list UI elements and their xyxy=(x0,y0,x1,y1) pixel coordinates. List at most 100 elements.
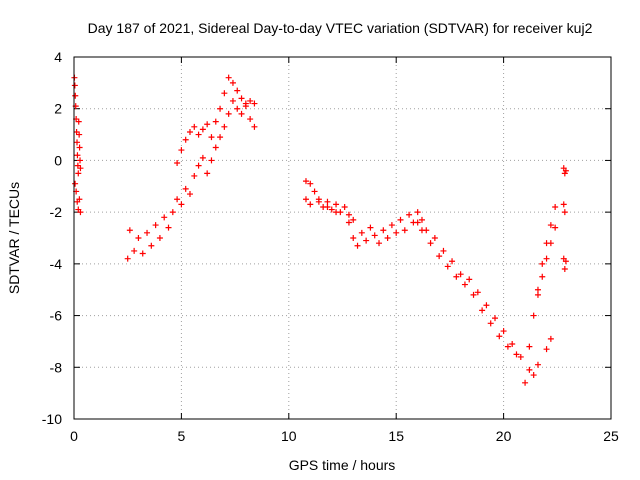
data-point xyxy=(234,105,241,112)
y-tick-label: 2 xyxy=(54,101,62,117)
plot-frame xyxy=(73,56,612,420)
data-point xyxy=(152,222,159,229)
data-point xyxy=(178,201,185,208)
data-point xyxy=(234,87,241,94)
data-point xyxy=(500,328,507,335)
data-point xyxy=(77,157,84,164)
data-point xyxy=(341,203,348,210)
data-point xyxy=(71,82,78,89)
data-point xyxy=(453,273,460,280)
data-point xyxy=(135,235,142,241)
data-point xyxy=(487,320,494,327)
data-point xyxy=(562,167,569,174)
data-point xyxy=(526,366,533,373)
data-point xyxy=(440,247,447,254)
data-point xyxy=(148,242,155,249)
data-points xyxy=(71,74,569,386)
data-point xyxy=(247,97,254,104)
data-point xyxy=(75,170,82,177)
data-point xyxy=(479,307,486,314)
data-point xyxy=(225,74,232,81)
data-point xyxy=(543,255,550,262)
data-point xyxy=(74,152,81,159)
data-point xyxy=(182,185,189,192)
data-point xyxy=(72,92,79,99)
data-point xyxy=(251,100,258,107)
data-point xyxy=(302,196,309,203)
y-tick-label: -8 xyxy=(50,359,63,375)
series-arc14 xyxy=(560,165,569,177)
data-point xyxy=(229,97,236,104)
data-point xyxy=(174,160,181,167)
data-point xyxy=(174,196,181,203)
data-point xyxy=(242,100,249,107)
data-point xyxy=(191,123,198,130)
data-point xyxy=(208,157,215,164)
data-point xyxy=(229,79,236,86)
data-point xyxy=(247,116,254,123)
data-point xyxy=(212,118,219,125)
data-point xyxy=(221,90,228,97)
data-point xyxy=(457,271,464,278)
data-point xyxy=(195,162,202,169)
data-point xyxy=(126,227,133,234)
data-point xyxy=(75,118,82,125)
data-point xyxy=(345,219,352,226)
data-point xyxy=(367,224,374,231)
data-point xyxy=(161,214,168,221)
data-point xyxy=(124,255,131,262)
data-point xyxy=(509,341,516,348)
series-arc5 xyxy=(204,97,258,177)
axis-ticks: 0 5 10 15 20 25 -10 -8 -6 -4 -2 0 2 4 xyxy=(42,49,619,444)
data-point xyxy=(191,172,198,179)
data-point xyxy=(225,110,232,117)
data-point xyxy=(561,266,568,273)
data-point xyxy=(238,110,245,117)
y-tick-label: 0 xyxy=(54,152,62,168)
x-tick-label: 5 xyxy=(178,428,186,444)
grid xyxy=(74,57,611,419)
series-arc7 xyxy=(302,196,340,216)
y-tick-label: -6 xyxy=(50,308,63,324)
data-point xyxy=(427,240,434,247)
data-point xyxy=(418,216,425,223)
data-point xyxy=(534,286,541,293)
y-tick-label: 4 xyxy=(54,49,62,65)
data-point xyxy=(504,343,511,350)
data-point xyxy=(530,312,537,319)
data-point xyxy=(474,289,481,296)
data-point xyxy=(144,229,151,236)
data-point xyxy=(311,188,318,195)
data-point xyxy=(217,134,224,141)
data-point xyxy=(76,144,83,151)
data-point xyxy=(186,191,193,198)
data-point xyxy=(401,227,408,234)
data-point xyxy=(534,291,541,298)
y-tick-label: -4 xyxy=(50,256,63,272)
data-point xyxy=(393,229,400,236)
x-tick-label: 20 xyxy=(496,428,512,444)
data-point xyxy=(217,105,224,112)
data-point xyxy=(354,242,361,249)
data-point xyxy=(552,203,559,210)
data-point xyxy=(182,136,189,143)
data-point xyxy=(444,263,451,270)
data-point xyxy=(530,372,537,379)
data-point xyxy=(307,180,314,187)
series-arc1 xyxy=(71,74,84,177)
data-point xyxy=(414,219,421,226)
data-point xyxy=(324,203,331,210)
data-point xyxy=(384,235,391,241)
data-point xyxy=(526,343,533,350)
data-point xyxy=(212,144,219,151)
data-point xyxy=(77,209,84,216)
series-arc13 xyxy=(560,255,569,273)
series-arc15 xyxy=(560,201,568,216)
chart-title: Day 187 of 2021, Sidereal Day-to-day VTE… xyxy=(88,20,593,36)
series-arc2 xyxy=(72,180,84,216)
data-point xyxy=(418,227,425,234)
series-arc12 xyxy=(534,224,559,298)
data-point xyxy=(371,232,378,239)
data-point xyxy=(466,276,473,283)
